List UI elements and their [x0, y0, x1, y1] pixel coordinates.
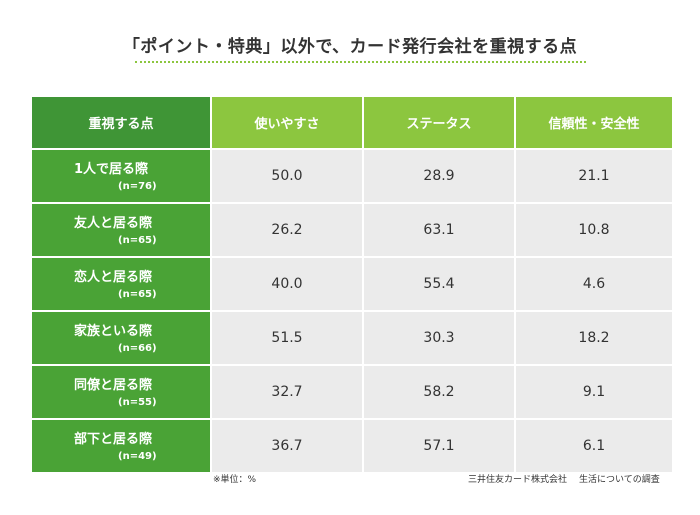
value-cell: 28.9 — [364, 150, 514, 202]
value-cell: 6.1 — [516, 420, 672, 472]
value-cell: 50.0 — [212, 150, 362, 202]
table-row: 家族といる際 (n=66) 51.5 30.3 18.2 — [32, 312, 672, 364]
table-row: 友人と居る際 (n=65) 26.2 63.1 10.8 — [32, 204, 672, 256]
row-sample-size: (n=65) — [118, 235, 157, 246]
row-header: 1人で居る際 (n=76) — [32, 150, 210, 202]
row-sample-size: (n=76) — [118, 181, 157, 192]
source-company: 三井住友カード株式会社 — [468, 475, 568, 485]
value-cell: 10.8 — [516, 204, 672, 256]
value-cell: 55.4 — [364, 258, 514, 310]
value-cell: 4.6 — [516, 258, 672, 310]
value-cell: 57.1 — [364, 420, 514, 472]
header-row: 重視する点 使いやすさ ステータス 信頼性・安全性 — [32, 97, 672, 148]
row-sample-size: (n=55) — [118, 397, 157, 408]
value-cell: 51.5 — [212, 312, 362, 364]
column-header-reliability: 信頼性・安全性 — [516, 97, 672, 148]
row-header: 友人と居る際 (n=65) — [32, 204, 210, 256]
table-row: 1人で居る際 (n=76) 50.0 28.9 21.1 — [32, 150, 672, 202]
row-sample-size: (n=65) — [118, 289, 157, 300]
unit-note: ※単位：% — [213, 475, 257, 485]
table-row: 同僚と居る際 (n=55) 32.7 58.2 9.1 — [32, 366, 672, 418]
row-label: 家族といる際 — [74, 324, 153, 339]
value-cell: 26.2 — [212, 204, 362, 256]
row-label: 1人で居る際 — [74, 162, 149, 177]
title-dotted-rule — [135, 61, 586, 63]
source-survey: 生活についての調査 — [579, 475, 660, 485]
column-header-status: ステータス — [364, 97, 514, 148]
value-cell: 63.1 — [364, 204, 514, 256]
row-header: 家族といる際 (n=66) — [32, 312, 210, 364]
row-sample-size: (n=66) — [118, 343, 157, 354]
row-header: 恋人と居る際 (n=65) — [32, 258, 210, 310]
value-cell: 32.7 — [212, 366, 362, 418]
source-credit: 三井住友カード株式会社 生活についての調査 — [468, 472, 660, 485]
column-header-usability: 使いやすさ — [212, 97, 362, 148]
row-header: 同僚と居る際 (n=55) — [32, 366, 210, 418]
value-cell: 36.7 — [212, 420, 362, 472]
value-cell: 18.2 — [516, 312, 672, 364]
data-table: 重視する点 使いやすさ ステータス 信頼性・安全性 1人で居る際 (n=76) … — [30, 95, 674, 474]
chart-title: 「ポイント・特典」以外で、カード発行会社を重視する点 — [122, 37, 578, 57]
row-label: 部下と居る際 — [74, 432, 153, 447]
row-label: 同僚と居る際 — [74, 378, 153, 393]
row-label: 恋人と居る際 — [74, 270, 153, 285]
corner-header: 重視する点 — [32, 97, 210, 148]
row-sample-size: (n=49) — [118, 451, 157, 462]
row-label: 友人と居る際 — [74, 216, 153, 231]
value-cell: 58.2 — [364, 366, 514, 418]
value-cell: 40.0 — [212, 258, 362, 310]
table-row: 部下と居る際 (n=49) 36.7 57.1 6.1 — [32, 420, 672, 472]
value-cell: 21.1 — [516, 150, 672, 202]
table-row: 恋人と居る際 (n=65) 40.0 55.4 4.6 — [32, 258, 672, 310]
value-cell: 30.3 — [364, 312, 514, 364]
row-header: 部下と居る際 (n=49) — [32, 420, 210, 472]
value-cell: 9.1 — [516, 366, 672, 418]
